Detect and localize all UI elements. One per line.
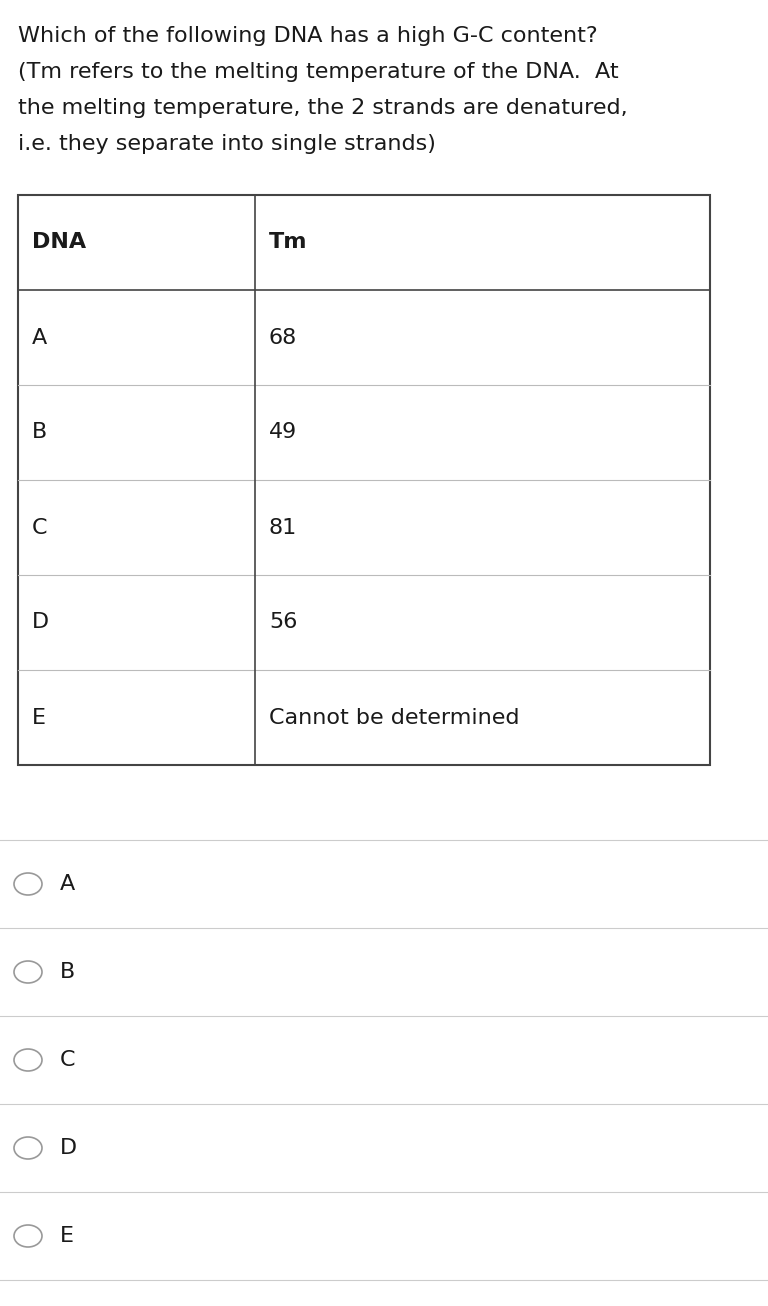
Text: A: A <box>60 874 75 895</box>
Text: B: B <box>32 423 48 443</box>
Text: C: C <box>60 1050 75 1070</box>
Text: A: A <box>32 328 48 347</box>
Text: (Tm refers to the melting temperature of the DNA.  At: (Tm refers to the melting temperature of… <box>18 61 619 82</box>
Text: the melting temperature, the 2 strands are denatured,: the melting temperature, the 2 strands a… <box>18 98 627 118</box>
Text: Which of the following DNA has a high G-C content?: Which of the following DNA has a high G-… <box>18 26 598 46</box>
Text: 68: 68 <box>269 328 297 347</box>
Text: Tm: Tm <box>269 232 307 252</box>
Ellipse shape <box>14 961 42 983</box>
Text: 56: 56 <box>269 613 297 632</box>
Text: C: C <box>32 517 48 538</box>
Ellipse shape <box>14 872 42 895</box>
Ellipse shape <box>14 1049 42 1071</box>
Text: D: D <box>60 1138 77 1158</box>
Text: B: B <box>60 963 75 982</box>
Text: Cannot be determined: Cannot be determined <box>269 708 519 727</box>
Text: E: E <box>60 1226 74 1246</box>
Text: E: E <box>32 708 46 727</box>
Text: i.e. they separate into single strands): i.e. they separate into single strands) <box>18 135 436 154</box>
Text: 49: 49 <box>269 423 297 443</box>
Bar <box>18 195 710 765</box>
Text: DNA: DNA <box>32 232 86 252</box>
Ellipse shape <box>14 1225 42 1247</box>
Text: 81: 81 <box>269 517 297 538</box>
Text: D: D <box>32 613 49 632</box>
Ellipse shape <box>14 1138 42 1158</box>
